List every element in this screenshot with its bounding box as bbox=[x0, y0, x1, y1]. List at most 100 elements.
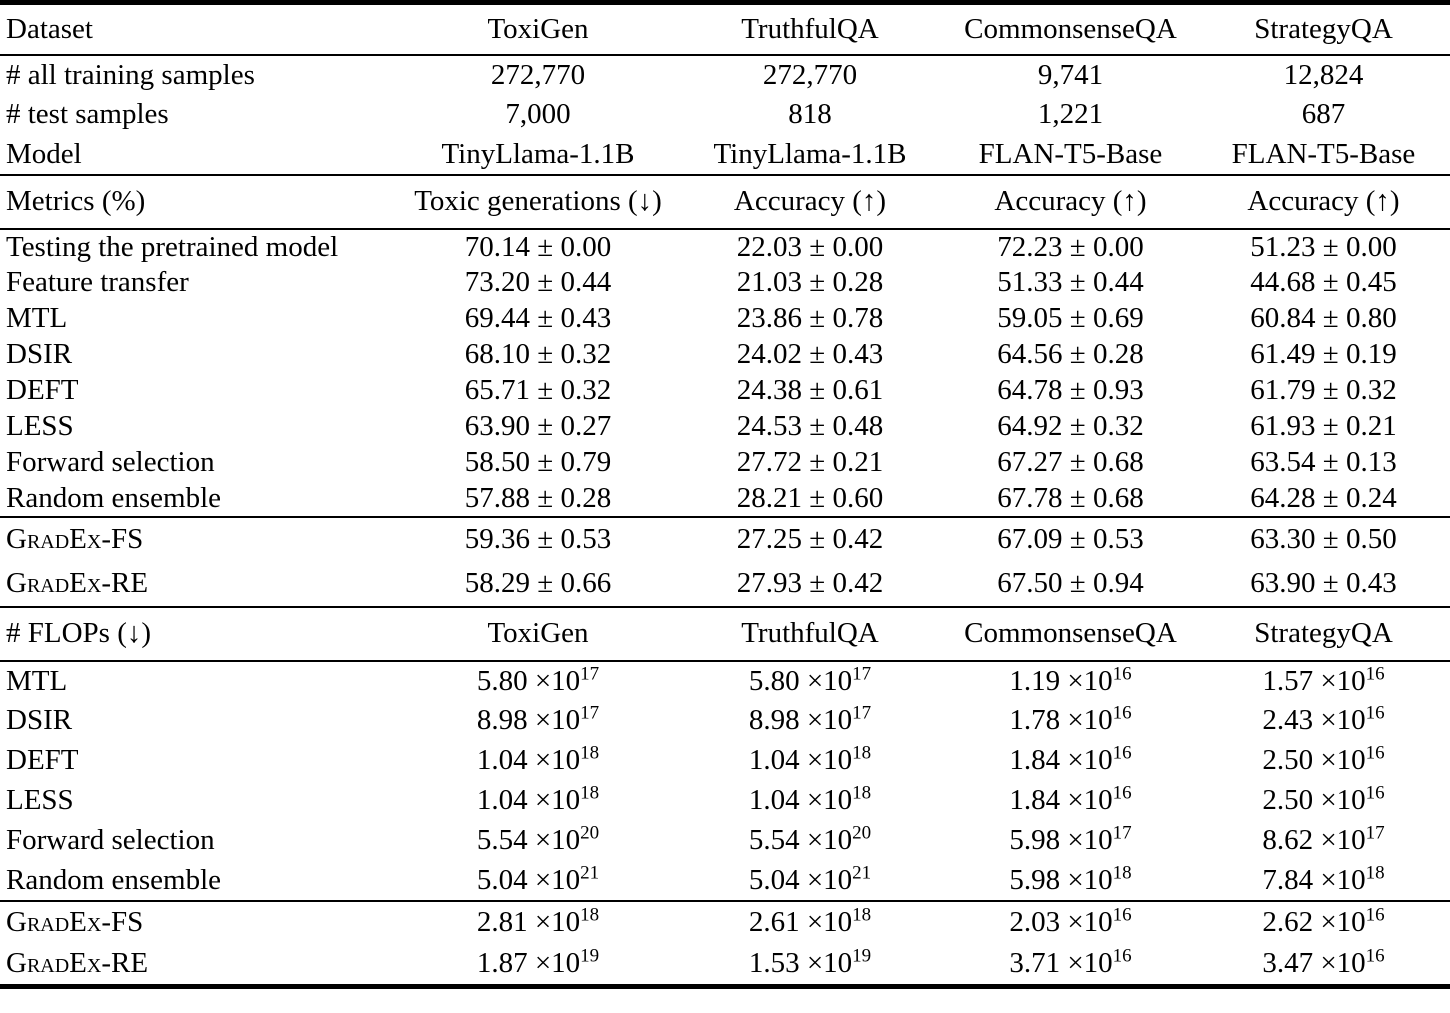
row-label: MTL bbox=[6, 664, 68, 697]
flops-exponent: 17 bbox=[852, 662, 872, 684]
cell-value: 58.29 ± 0.66 bbox=[464, 567, 612, 599]
cell-value: 64.92 ± 0.32 bbox=[997, 410, 1144, 442]
row-label: GradEx-RE bbox=[6, 947, 149, 980]
flops-mantissa: 2.03 ×10 bbox=[1009, 906, 1113, 938]
cell-value: 12,824 bbox=[1283, 58, 1364, 91]
flops-exponent: 20 bbox=[580, 822, 600, 844]
cell-value: 818 bbox=[788, 98, 832, 130]
model-row: Model TinyLlama-1.1B TinyLlama-1.1B FLAN… bbox=[0, 135, 1450, 175]
column-header-commonsenseqa: CommonsenseQA bbox=[964, 617, 1177, 649]
row-label: GradEx-FS bbox=[6, 523, 144, 555]
flops-mantissa: 2.50 ×10 bbox=[1262, 744, 1366, 776]
cell-value: 64.28 ± 0.24 bbox=[1250, 481, 1397, 514]
cell-value: 68.10 ± 0.32 bbox=[464, 338, 612, 370]
flops-mantissa: 2.61 ×10 bbox=[748, 906, 853, 938]
flops-exponent: 19 bbox=[852, 945, 872, 967]
flops-mantissa: 5.80 ×10 bbox=[476, 664, 581, 697]
cell-value: 64.78 ± 0.93 bbox=[997, 374, 1144, 406]
flops-exponent: 16 bbox=[1112, 662, 1132, 684]
flops-mantissa: 5.80 ×10 bbox=[748, 664, 853, 697]
flops-mantissa: 7.84 ×10 bbox=[1262, 863, 1366, 896]
flops-exponent: 18 bbox=[580, 782, 600, 804]
cell-value: 5.98 ×1018 bbox=[944, 861, 1197, 901]
cell-value: 1.57 ×1016 bbox=[1197, 661, 1450, 701]
cell-value: 63.90 ± 0.43 bbox=[1250, 567, 1397, 599]
cell-value: 63.54 ± 0.13 bbox=[1250, 446, 1397, 478]
cell-value: 44.68 ± 0.45 bbox=[1250, 266, 1397, 298]
row-label: Feature transfer bbox=[6, 266, 189, 298]
row-label: # all training samples bbox=[6, 58, 255, 91]
cell-value: 63.30 ± 0.50 bbox=[1250, 523, 1397, 555]
flops-mantissa: 1.87 ×10 bbox=[476, 947, 581, 980]
cell-value: 61.93 ± 0.21 bbox=[1250, 410, 1397, 442]
row-label: LESS bbox=[6, 784, 74, 816]
flops-header-label: # FLOPs (↓) bbox=[6, 617, 152, 649]
column-header-toxigen: ToxiGen bbox=[487, 617, 589, 649]
cell-value: 27.25 ± 0.42 bbox=[736, 523, 884, 555]
cell-value: 7,000 bbox=[505, 98, 571, 130]
baseline-methods-section: Testing the pretrained model 70.14 ± 0.0… bbox=[0, 229, 1450, 517]
cell-value: 72.23 ± 0.00 bbox=[997, 230, 1144, 263]
flops-row-forward-selection: Forward selection 5.54 ×1020 5.54 ×1020 … bbox=[0, 821, 1450, 861]
cell-value: 59.36 ± 0.53 bbox=[464, 523, 612, 555]
cell-value: FLAN-T5-Base bbox=[1231, 137, 1416, 170]
flops-mantissa: 1.78 ×10 bbox=[1009, 704, 1113, 736]
training-samples-row: # all training samples 272,770 272,770 9… bbox=[0, 55, 1450, 95]
flops-exponent: 17 bbox=[580, 662, 600, 684]
cell-value: 1.78 ×1016 bbox=[944, 701, 1197, 741]
column-header-truthfulqa: TruthfulQA bbox=[741, 617, 879, 649]
flops-mantissa: 3.71 ×10 bbox=[1009, 947, 1113, 980]
flops-exponent: 19 bbox=[580, 945, 600, 967]
gradex-metrics-section: GradEx-FS 59.36 ± 0.53 27.25 ± 0.42 67.0… bbox=[0, 517, 1450, 607]
flops-exponent: 16 bbox=[1365, 702, 1385, 724]
flops-mantissa: 8.62 ×10 bbox=[1262, 824, 1366, 856]
cell-value: 1.19 ×1016 bbox=[944, 661, 1197, 701]
cell-value: 272,770 bbox=[762, 58, 858, 91]
flops-exponent: 16 bbox=[1112, 702, 1132, 724]
cell-value: 687 bbox=[1301, 98, 1346, 130]
cell-value: 27.72 ± 0.21 bbox=[736, 446, 884, 478]
flops-mantissa: 2.81 ×10 bbox=[476, 906, 581, 938]
flops-mantissa: 1.04 ×10 bbox=[748, 744, 853, 776]
flops-mantissa: 5.54 ×10 bbox=[748, 824, 853, 856]
flops-exponent: 18 bbox=[852, 782, 872, 804]
flops-exponent: 16 bbox=[1112, 782, 1132, 804]
flops-mantissa: 1.04 ×10 bbox=[476, 784, 581, 816]
cell-value: 9,741 bbox=[1037, 58, 1104, 91]
row-label: # test samples bbox=[6, 98, 169, 130]
method-row-forward-selection: Forward selection 58.50 ± 0.79 27.72 ± 0… bbox=[0, 445, 1450, 481]
test-samples-row: # test samples 7,000 818 1,221 687 bbox=[0, 95, 1450, 135]
cell-value: 57.88 ± 0.28 bbox=[464, 481, 612, 514]
row-label: GradEx-FS bbox=[6, 906, 144, 938]
cell-value: 28.21 ± 0.60 bbox=[736, 481, 884, 514]
cell-value: 73.20 ± 0.44 bbox=[464, 266, 612, 298]
cell-value: 3.47 ×1016 bbox=[1197, 944, 1450, 987]
dataset-header-section: Dataset ToxiGen TruthfulQA CommonsenseQA… bbox=[0, 3, 1450, 55]
flops-exponent: 18 bbox=[1112, 861, 1132, 883]
flops-mantissa: 1.04 ×10 bbox=[748, 784, 853, 816]
flops-mantissa: 1.04 ×10 bbox=[476, 744, 581, 776]
cell-value: FLAN-T5-Base bbox=[978, 137, 1163, 170]
cell-value: 51.33 ± 0.44 bbox=[997, 266, 1144, 298]
row-label: DSIR bbox=[6, 338, 73, 370]
cell-value: 1.84 ×1016 bbox=[944, 741, 1197, 781]
flops-mantissa: 1.19 ×10 bbox=[1009, 664, 1113, 697]
flops-exponent: 17 bbox=[852, 702, 872, 724]
flops-header-row: # FLOPs (↓) ToxiGen TruthfulQA Commonsen… bbox=[0, 607, 1450, 661]
flops-exponent: 18 bbox=[580, 904, 600, 926]
cell-value: 22.03 ± 0.00 bbox=[736, 230, 884, 263]
cell-value: 1.04 ×1018 bbox=[676, 781, 944, 821]
cell-value: 5.80 ×1017 bbox=[400, 661, 676, 701]
metrics-header-section: Metrics (%) Toxic generations (↓) Accura… bbox=[0, 175, 1450, 229]
row-label: Model bbox=[6, 137, 82, 170]
cell-value: 8.62 ×1017 bbox=[1197, 821, 1450, 861]
flops-mantissa: 1.53 ×10 bbox=[748, 947, 853, 980]
cell-value: 60.84 ± 0.80 bbox=[1250, 302, 1397, 334]
flops-exponent: 21 bbox=[580, 861, 600, 883]
cell-value: 7.84 ×1018 bbox=[1197, 861, 1450, 901]
column-header-toxigen: ToxiGen bbox=[487, 12, 589, 45]
flops-mantissa: 5.54 ×10 bbox=[476, 824, 581, 856]
method-row-dsir: DSIR 68.10 ± 0.32 24.02 ± 0.43 64.56 ± 0… bbox=[0, 337, 1450, 373]
row-label: MTL bbox=[6, 302, 68, 334]
method-row-less: LESS 63.90 ± 0.27 24.53 ± 0.48 64.92 ± 0… bbox=[0, 409, 1450, 445]
